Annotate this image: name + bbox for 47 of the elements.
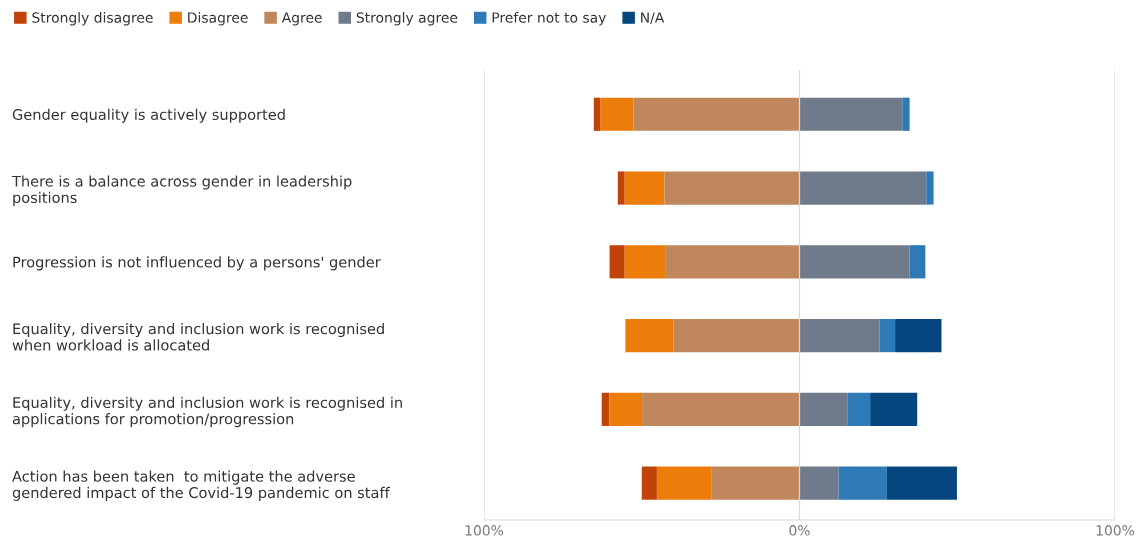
bar [799, 392, 848, 426]
bar [799, 97, 903, 131]
bar [617, 171, 625, 205]
y-tick-label: Action has been taken to mitigate the adverse gendered impact of the Covid-19 pandemic on staff [12, 470, 390, 501]
legend-label: Prefer not to say [492, 12, 606, 26]
bar [625, 318, 674, 353]
x-tick-label: 100% [465, 525, 504, 536]
bar [609, 392, 643, 426]
bar [886, 466, 957, 500]
bar [673, 318, 800, 353]
bar [609, 245, 625, 279]
x-tick-label: 100% [1096, 525, 1135, 536]
legend-label: Strongly agree [356, 12, 458, 26]
bar [926, 171, 934, 205]
bar [895, 318, 942, 353]
bar [799, 318, 880, 353]
bar [838, 466, 887, 500]
legend-label: Agree [281, 12, 322, 26]
bar [664, 171, 800, 205]
y-tick-label: There is a balance across gender in leadership positions [11, 175, 352, 206]
bar [633, 97, 800, 131]
bar [799, 245, 910, 279]
bar [799, 171, 927, 205]
x-tick-label: 0% [789, 525, 810, 536]
y-tick-label: Equality, diversity and inclusion work is recognised when workload is allocated [12, 322, 384, 351]
bar [711, 466, 800, 500]
bar [624, 171, 665, 205]
bar [847, 392, 871, 426]
bar [902, 97, 910, 131]
y-tick-label: Equality, diversity and inclusion work is recognised in applications for promotion/progression [12, 396, 402, 428]
y-tick-label: Gender equality is actively supported [12, 108, 285, 123]
legend-label: N/A [641, 12, 665, 24]
legend-label: Strongly disagree [32, 12, 153, 26]
bar [624, 245, 666, 279]
legend-label: Disagree [188, 12, 248, 26]
bar [656, 466, 712, 500]
bar [601, 392, 610, 426]
bar [665, 245, 800, 279]
y-tick-label: Progression is not influenced by a persons' gender [13, 256, 381, 271]
bar [593, 97, 601, 131]
bar [641, 466, 657, 500]
bar [879, 318, 896, 353]
bar [799, 466, 839, 500]
bar [642, 392, 800, 426]
bar [600, 97, 634, 131]
bar [909, 245, 926, 279]
bar [870, 392, 918, 426]
